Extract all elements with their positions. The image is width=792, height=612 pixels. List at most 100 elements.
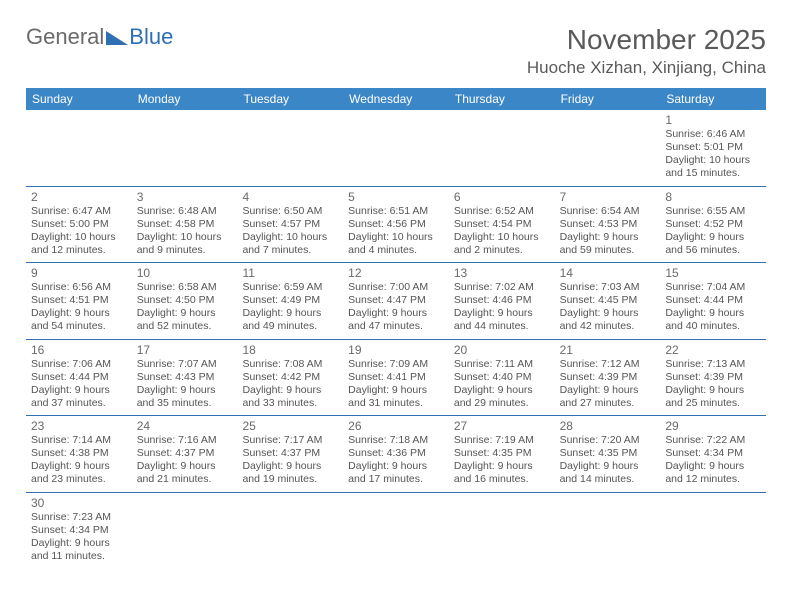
day-sunset: Sunset: 4:38 PM — [31, 447, 127, 460]
day-sunset: Sunset: 4:36 PM — [348, 447, 444, 460]
day-d2: and 27 minutes. — [560, 397, 656, 410]
day-d1: Daylight: 9 hours — [454, 384, 550, 397]
day-sunset: Sunset: 4:50 PM — [137, 294, 233, 307]
logo-general: General — [26, 24, 104, 50]
calendar-cell-empty — [660, 493, 766, 569]
calendar-cell-empty — [343, 110, 449, 186]
day-number: 19 — [348, 343, 444, 357]
day-d2: and 7 minutes. — [242, 244, 338, 257]
day-sunrise: Sunrise: 7:23 AM — [31, 511, 127, 524]
day-number: 13 — [454, 266, 550, 280]
calendar: Sunday Monday Tuesday Wednesday Thursday… — [26, 88, 766, 568]
day-sunrise: Sunrise: 6:55 AM — [665, 205, 761, 218]
day-d1: Daylight: 9 hours — [242, 384, 338, 397]
day-sunset: Sunset: 5:00 PM — [31, 218, 127, 231]
day-d1: Daylight: 9 hours — [242, 307, 338, 320]
day-d2: and 59 minutes. — [560, 244, 656, 257]
day-d2: and 49 minutes. — [242, 320, 338, 333]
weekday-col: Thursday — [449, 88, 555, 110]
day-number: 24 — [137, 419, 233, 433]
day-d2: and 31 minutes. — [348, 397, 444, 410]
calendar-cell: 22Sunrise: 7:13 AMSunset: 4:39 PMDayligh… — [660, 340, 766, 416]
day-number: 3 — [137, 190, 233, 204]
calendar-week: 9Sunrise: 6:56 AMSunset: 4:51 PM Daylight… — [26, 263, 766, 340]
calendar-cell: 15Sunrise: 7:04 AMSunset: 4:44 PMDayligh… — [660, 263, 766, 339]
title-block: November 2025 Huoche Xizhan, Xinjiang, C… — [527, 24, 766, 78]
day-sunset: Sunset: 4:57 PM — [242, 218, 338, 231]
day-d2: and 52 minutes. — [137, 320, 233, 333]
day-sunrise: Sunrise: 6:56 AM — [31, 281, 127, 294]
day-number: 9 — [31, 266, 127, 280]
day-number: 5 — [348, 190, 444, 204]
day-number: 11 — [242, 266, 338, 280]
day-sunset: Sunset: 4:54 PM — [454, 218, 550, 231]
day-d1: Daylight: 9 hours — [137, 460, 233, 473]
day-sunset: Sunset: 4:37 PM — [137, 447, 233, 460]
weekday-col: Monday — [132, 88, 238, 110]
day-d1: Daylight: 9 hours — [665, 384, 761, 397]
day-sunrise: Sunrise: 7:17 AM — [242, 434, 338, 447]
day-d1: Daylight: 9 hours — [348, 460, 444, 473]
day-sunrise: Sunrise: 6:59 AM — [242, 281, 338, 294]
day-sunrise: Sunrise: 7:09 AM — [348, 358, 444, 371]
day-sunset: Sunset: 4:35 PM — [454, 447, 550, 460]
day-number: 28 — [560, 419, 656, 433]
day-d1: Daylight: 9 hours — [560, 231, 656, 244]
day-number: 20 — [454, 343, 550, 357]
day-number: 22 — [665, 343, 761, 357]
logo: General Blue — [26, 24, 173, 50]
day-sunrise: Sunrise: 7:18 AM — [348, 434, 444, 447]
day-d1: Daylight: 9 hours — [31, 384, 127, 397]
day-d2: and 21 minutes. — [137, 473, 233, 486]
day-sunrise: Sunrise: 7:06 AM — [31, 358, 127, 371]
day-sunset: Sunset: 4:49 PM — [242, 294, 338, 307]
calendar-cell: 6Sunrise: 6:52 AMSunset: 4:54 PMDaylight… — [449, 187, 555, 263]
calendar-cell: 28Sunrise: 7:20 AMSunset: 4:35 PMDayligh… — [555, 416, 661, 492]
calendar-cell-empty — [237, 110, 343, 186]
day-d1: Daylight: 10 hours — [137, 231, 233, 244]
calendar-cell-empty — [26, 110, 132, 186]
day-number: 7 — [560, 190, 656, 204]
calendar-cell-empty — [237, 493, 343, 569]
day-d2: and 56 minutes. — [665, 244, 761, 257]
calendar-cell: 29Sunrise: 7:22 AMSunset: 4:34 PMDayligh… — [660, 416, 766, 492]
day-d2: and 14 minutes. — [560, 473, 656, 486]
day-d2: and 15 minutes. — [665, 167, 761, 180]
weekday-header: Sunday Monday Tuesday Wednesday Thursday… — [26, 88, 766, 110]
logo-flag-icon — [106, 31, 128, 45]
day-number: 15 — [665, 266, 761, 280]
day-sunset: Sunset: 4:56 PM — [348, 218, 444, 231]
day-sunrise: Sunrise: 6:54 AM — [560, 205, 656, 218]
day-d2: and 17 minutes. — [348, 473, 444, 486]
day-sunset: Sunset: 4:45 PM — [560, 294, 656, 307]
month-title: November 2025 — [527, 24, 766, 56]
day-d1: Daylight: 10 hours — [454, 231, 550, 244]
day-sunrise: Sunrise: 7:19 AM — [454, 434, 550, 447]
calendar-cell-empty — [132, 110, 238, 186]
calendar-cell: 10Sunrise: 6:58 AMSunset: 4:50 PMDayligh… — [132, 263, 238, 339]
day-d2: and 4 minutes. — [348, 244, 444, 257]
calendar-week: 2Sunrise: 6:47 AMSunset: 5:00 PMDaylight… — [26, 187, 766, 264]
calendar-cell: 21Sunrise: 7:12 AMSunset: 4:39 PMDayligh… — [555, 340, 661, 416]
day-sunrise: Sunrise: 7:03 AM — [560, 281, 656, 294]
calendar-cell: 12Sunrise: 7:00 AMSunset: 4:47 PMDayligh… — [343, 263, 449, 339]
day-sunset: Sunset: 4:51 PM — [31, 294, 127, 307]
day-sunrise: Sunrise: 7:20 AM — [560, 434, 656, 447]
day-sunrise: Sunrise: 7:14 AM — [31, 434, 127, 447]
calendar-cell: 11Sunrise: 6:59 AMSunset: 4:49 PMDayligh… — [237, 263, 343, 339]
day-sunset: Sunset: 4:41 PM — [348, 371, 444, 384]
header: General Blue November 2025 Huoche Xizhan… — [26, 24, 766, 78]
day-number: 10 — [137, 266, 233, 280]
day-sunset: Sunset: 4:44 PM — [31, 371, 127, 384]
day-d2: and 23 minutes. — [31, 473, 127, 486]
day-d1: Daylight: 10 hours — [242, 231, 338, 244]
calendar-cell-empty — [132, 493, 238, 569]
day-sunset: Sunset: 4:47 PM — [348, 294, 444, 307]
calendar-cell: 27Sunrise: 7:19 AMSunset: 4:35 PMDayligh… — [449, 416, 555, 492]
calendar-cell: 8Sunrise: 6:55 AMSunset: 4:52 PMDaylight… — [660, 187, 766, 263]
day-number: 14 — [560, 266, 656, 280]
calendar-week: 30Sunrise: 7:23 AMSunset: 4:34 PMDayligh… — [26, 493, 766, 569]
calendar-cell: 18Sunrise: 7:08 AMSunset: 4:42 PMDayligh… — [237, 340, 343, 416]
day-number: 26 — [348, 419, 444, 433]
day-d2: and 12 minutes. — [665, 473, 761, 486]
